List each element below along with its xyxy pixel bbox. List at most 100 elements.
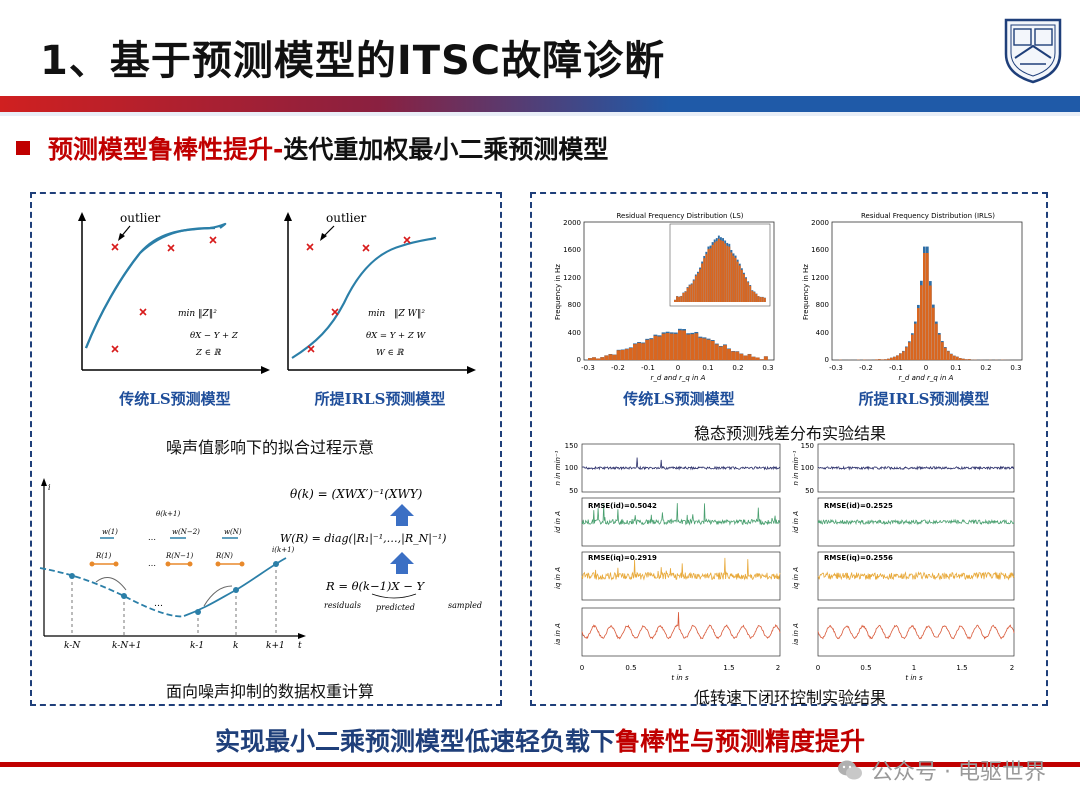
hist-bar-orange: [890, 357, 893, 360]
hist-ls-bar-orange: [682, 330, 686, 360]
svg-text:R(N): R(N): [215, 552, 233, 560]
hist-bar-orange: [941, 342, 944, 360]
ts-irls-speed-tick-150: 150: [801, 442, 814, 450]
section-subtitle: 预测模型鲁棒性提升- 迭代重加权最小二乘预测模型: [14, 130, 608, 166]
ts-caption: 低转速下闭环控制实验结果: [693, 688, 886, 707]
header-accent-bar: [0, 96, 1080, 116]
svg-text:w(N−2): w(N−2): [172, 528, 200, 536]
bullet-square-icon: [16, 141, 30, 155]
hist-ls-inset-bar-orange: [688, 285, 691, 302]
svg-text:…: …: [148, 559, 156, 568]
hist-ls-bar-orange: [596, 358, 601, 360]
svg-text:R = θ(k−1)X − Y: R = θ(k−1)X − Y: [325, 579, 426, 593]
hist-ls-inset-bar-orange: [701, 263, 704, 302]
ts-irls-rmse-d: RMSE(id)=0.2525: [824, 502, 893, 510]
hist-ls-ytick-1200: 1200: [563, 274, 581, 282]
hist-ls-ytick-400: 400: [568, 329, 581, 337]
hist-bar-orange: [935, 323, 938, 360]
hist-ls-inset-bar-orange: [682, 293, 685, 302]
hist-ls-bar-orange: [661, 333, 666, 360]
hist-irls-model-label: 所提IRLS预测模型: [858, 390, 990, 408]
tsirls-speed-trace: [817, 465, 1015, 471]
ts-ls-xlabel: t in s: [671, 674, 689, 682]
equations-block: θ(k) = (XWX′)⁻¹(XWY) W(R) = diag(|R₁|⁻¹,…: [280, 487, 482, 612]
svg-text:w(1): w(1): [102, 528, 118, 536]
ts-ls-xtick-4: 2: [776, 664, 780, 672]
hist-bar-orange: [929, 285, 932, 360]
hist-ls-inset-bar-orange: [717, 238, 720, 302]
ts-ls-speed-tick-50: 50: [569, 487, 578, 495]
hist-ls-inset-bar-orange: [709, 248, 712, 302]
outlier-label: outlier: [120, 211, 161, 225]
hist-ls-bar-orange: [665, 333, 670, 360]
svg-text:W ∈ ℝ: W ∈ ℝ: [376, 348, 404, 358]
hist-ls-ytick-0: 0: [577, 356, 581, 364]
hist-ls-inset-bar-orange: [755, 293, 758, 302]
hist-ls-chart: Residual Frequency Distribution (LS) 0 4…: [554, 212, 775, 382]
hist-ls-bar-orange: [747, 354, 752, 360]
hist-ls-bar-orange: [706, 339, 711, 360]
arrow-up-icon: [390, 504, 414, 526]
hist-irls-title: Residual Frequency Distribution (IRLS): [861, 212, 995, 220]
hist-ls-ylabel: Frequency in Hz: [554, 264, 562, 320]
ls-fit-diagram: outlier min ‖Z‖² θX − Y + Z Z ∈ ℝ: [78, 211, 270, 374]
hist-ls-bar-orange: [604, 355, 609, 360]
hist-irls-ytick-400: 400: [816, 329, 829, 337]
hist-ls-ytick-800: 800: [568, 301, 581, 309]
hist-ls-inset-bar-orange: [738, 265, 741, 302]
hist-ls-bar-orange: [649, 339, 654, 360]
svg-text:R(N−1): R(N−1): [165, 552, 193, 560]
hist-irls-ylabel: Frequency in Hz: [802, 264, 810, 320]
ts-irls-xtick-0: 0: [816, 664, 820, 672]
hist-ls-inset-bar-orange: [747, 282, 750, 302]
hist-ls-inset-bar-orange: [745, 278, 747, 302]
hist-ls-inset-bar-orange: [690, 284, 693, 302]
hist-ls-inset-bar-orange: [730, 252, 733, 302]
hist-ls-xtick-2: -0.1: [641, 364, 655, 372]
wechat-icon: [838, 760, 863, 780]
svg-text:θX = Y + Z W: θX = Y + Z W: [366, 331, 426, 341]
svg-text:…: …: [148, 533, 156, 542]
hist-ls-xtick-6: 0.3: [762, 364, 773, 372]
hist-ls-xtick-0: -0.3: [581, 364, 595, 372]
conclusion-text: 实现最小二乘预测模型低速轻负载下: [214, 727, 615, 756]
svg-text:min: min: [178, 309, 195, 319]
ts-ls-ylabel-iq: iq in A: [554, 567, 562, 589]
hist-ls-bar-orange: [731, 351, 736, 360]
hist-bar-orange: [902, 351, 905, 360]
hist-bar-orange: [956, 356, 959, 360]
svg-text:‖Z‖²: ‖Z‖²: [198, 309, 217, 319]
hist-ls-bar-orange: [727, 349, 731, 360]
irls-fit-diagram: outlier min ‖Z W‖² θX = Y + Z W W ∈ ℝ: [284, 211, 476, 374]
hist-ls-inset-bar-orange: [680, 296, 683, 302]
tsls-iq-trace: [581, 557, 781, 581]
hist-ls-bar-orange: [755, 357, 760, 360]
hist-bar-orange: [911, 334, 914, 360]
ts-irls-speed-tick-100: 100: [801, 464, 814, 472]
tick-k-n: k-N: [64, 641, 81, 650]
ts-ls-speed-tick-150: 150: [565, 442, 578, 450]
hist-bar-orange: [968, 359, 971, 360]
hist-ls-inset-bar-orange: [743, 274, 745, 302]
hist-irls-chart: Residual Frequency Distribution (IRLS) 0…: [802, 212, 1023, 382]
hist-ls-bar-orange: [743, 355, 748, 360]
hist-ls-bar-orange: [657, 336, 662, 360]
hist-bar-orange: [896, 355, 899, 360]
hist-ls-bar-orange: [608, 354, 613, 360]
ts-ls-ylabel-ia: ia in A: [554, 623, 562, 645]
weight-calc-caption: 面向噪声抑制的数据权重计算: [165, 682, 374, 701]
watermark: 公众号 · 电驱世界: [837, 754, 1046, 786]
hist-irls-xtick-0: -0.3: [829, 364, 843, 372]
hist-bar-orange: [878, 359, 881, 360]
page-title: 1、基于预测模型的ITSC故障诊断: [40, 38, 666, 84]
hist-ls-bar-orange: [645, 339, 650, 360]
axis-t-label: t: [298, 641, 302, 650]
hist-bar-orange: [887, 358, 890, 360]
hist-bar-orange: [959, 358, 962, 360]
hist-bar-orange: [905, 347, 908, 360]
svg-text:θ(k+1): θ(k+1): [156, 510, 181, 518]
ts-ls-ylabel-n: n in min⁻¹: [554, 450, 562, 485]
hist-ls-ytick-1600: 1600: [563, 246, 581, 254]
hist-bar-orange: [962, 358, 965, 360]
hist-ls-bar-orange: [698, 337, 703, 360]
